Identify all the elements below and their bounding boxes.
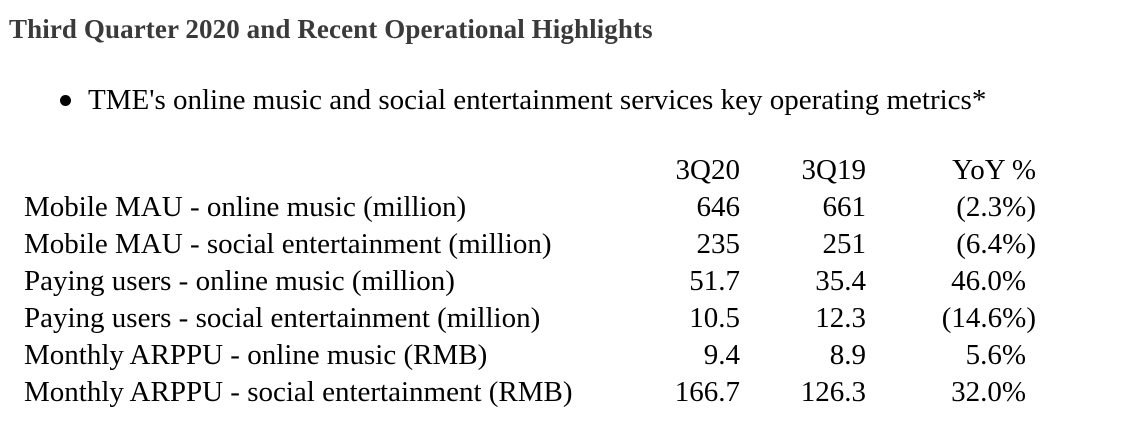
value-3q19: 8.9	[829, 339, 866, 371]
section-heading: Third Quarter 2020 and Recent Operationa…	[9, 14, 653, 44]
value-3q19: 126.3	[800, 376, 866, 408]
row-label: Mobile MAU - online music (million)	[24, 191, 467, 223]
value-3q20: 646	[696, 191, 741, 223]
table-row: Monthly ARPPU - online music (RMB) 9.4 8…	[20, 337, 1036, 374]
value-3q20: 166.7	[674, 376, 740, 408]
table-row: Monthly ARPPU - social entertainment (RM…	[20, 374, 1036, 411]
value-3q20: 51.7	[689, 265, 740, 297]
value-yoy: (6.4%)	[956, 228, 1036, 260]
bullet-dot-icon	[60, 95, 71, 106]
table-row: Paying users - social entertainment (mil…	[20, 300, 1036, 337]
bullet-text: TME's online music and social entertainm…	[88, 84, 987, 116]
row-label: Paying users - social entertainment (mil…	[24, 302, 541, 334]
table-row: Paying users - online music (million) 51…	[20, 263, 1036, 300]
value-yoy: 46.0%	[951, 265, 1026, 297]
bullet-item: TME's online music and social entertainm…	[60, 84, 986, 117]
header-3q19: 3Q19	[801, 154, 866, 186]
value-yoy: 5.6%	[965, 339, 1026, 371]
metrics-table: 3Q20 3Q19 YoY % Mobile MAU - online musi…	[20, 152, 1036, 411]
row-label: Monthly ARPPU - social entertainment (RM…	[24, 376, 573, 408]
header-3q20: 3Q20	[675, 154, 740, 186]
table-row: Mobile MAU - social entertainment (milli…	[20, 226, 1036, 263]
table-row: Mobile MAU - online music (million) 646 …	[20, 189, 1036, 226]
row-label: Paying users - online music (million)	[24, 265, 455, 297]
value-3q19: 251	[822, 228, 867, 260]
row-label: Mobile MAU - social entertainment (milli…	[24, 228, 552, 260]
value-3q19: 35.4	[815, 265, 866, 297]
value-3q19: 12.3	[815, 302, 866, 334]
row-label: Monthly ARPPU - online music (RMB)	[24, 339, 488, 371]
value-yoy: (14.6%)	[941, 302, 1036, 334]
value-yoy: (2.3%)	[956, 191, 1036, 223]
table-header-row: 3Q20 3Q19 YoY %	[20, 152, 1036, 189]
header-label	[20, 152, 660, 189]
value-yoy: 32.0%	[951, 376, 1026, 408]
value-3q20: 235	[696, 228, 741, 260]
header-yoy: YoY %	[952, 154, 1036, 186]
value-3q20: 10.5	[689, 302, 740, 334]
value-3q20: 9.4	[703, 339, 740, 371]
value-3q19: 661	[822, 191, 867, 223]
